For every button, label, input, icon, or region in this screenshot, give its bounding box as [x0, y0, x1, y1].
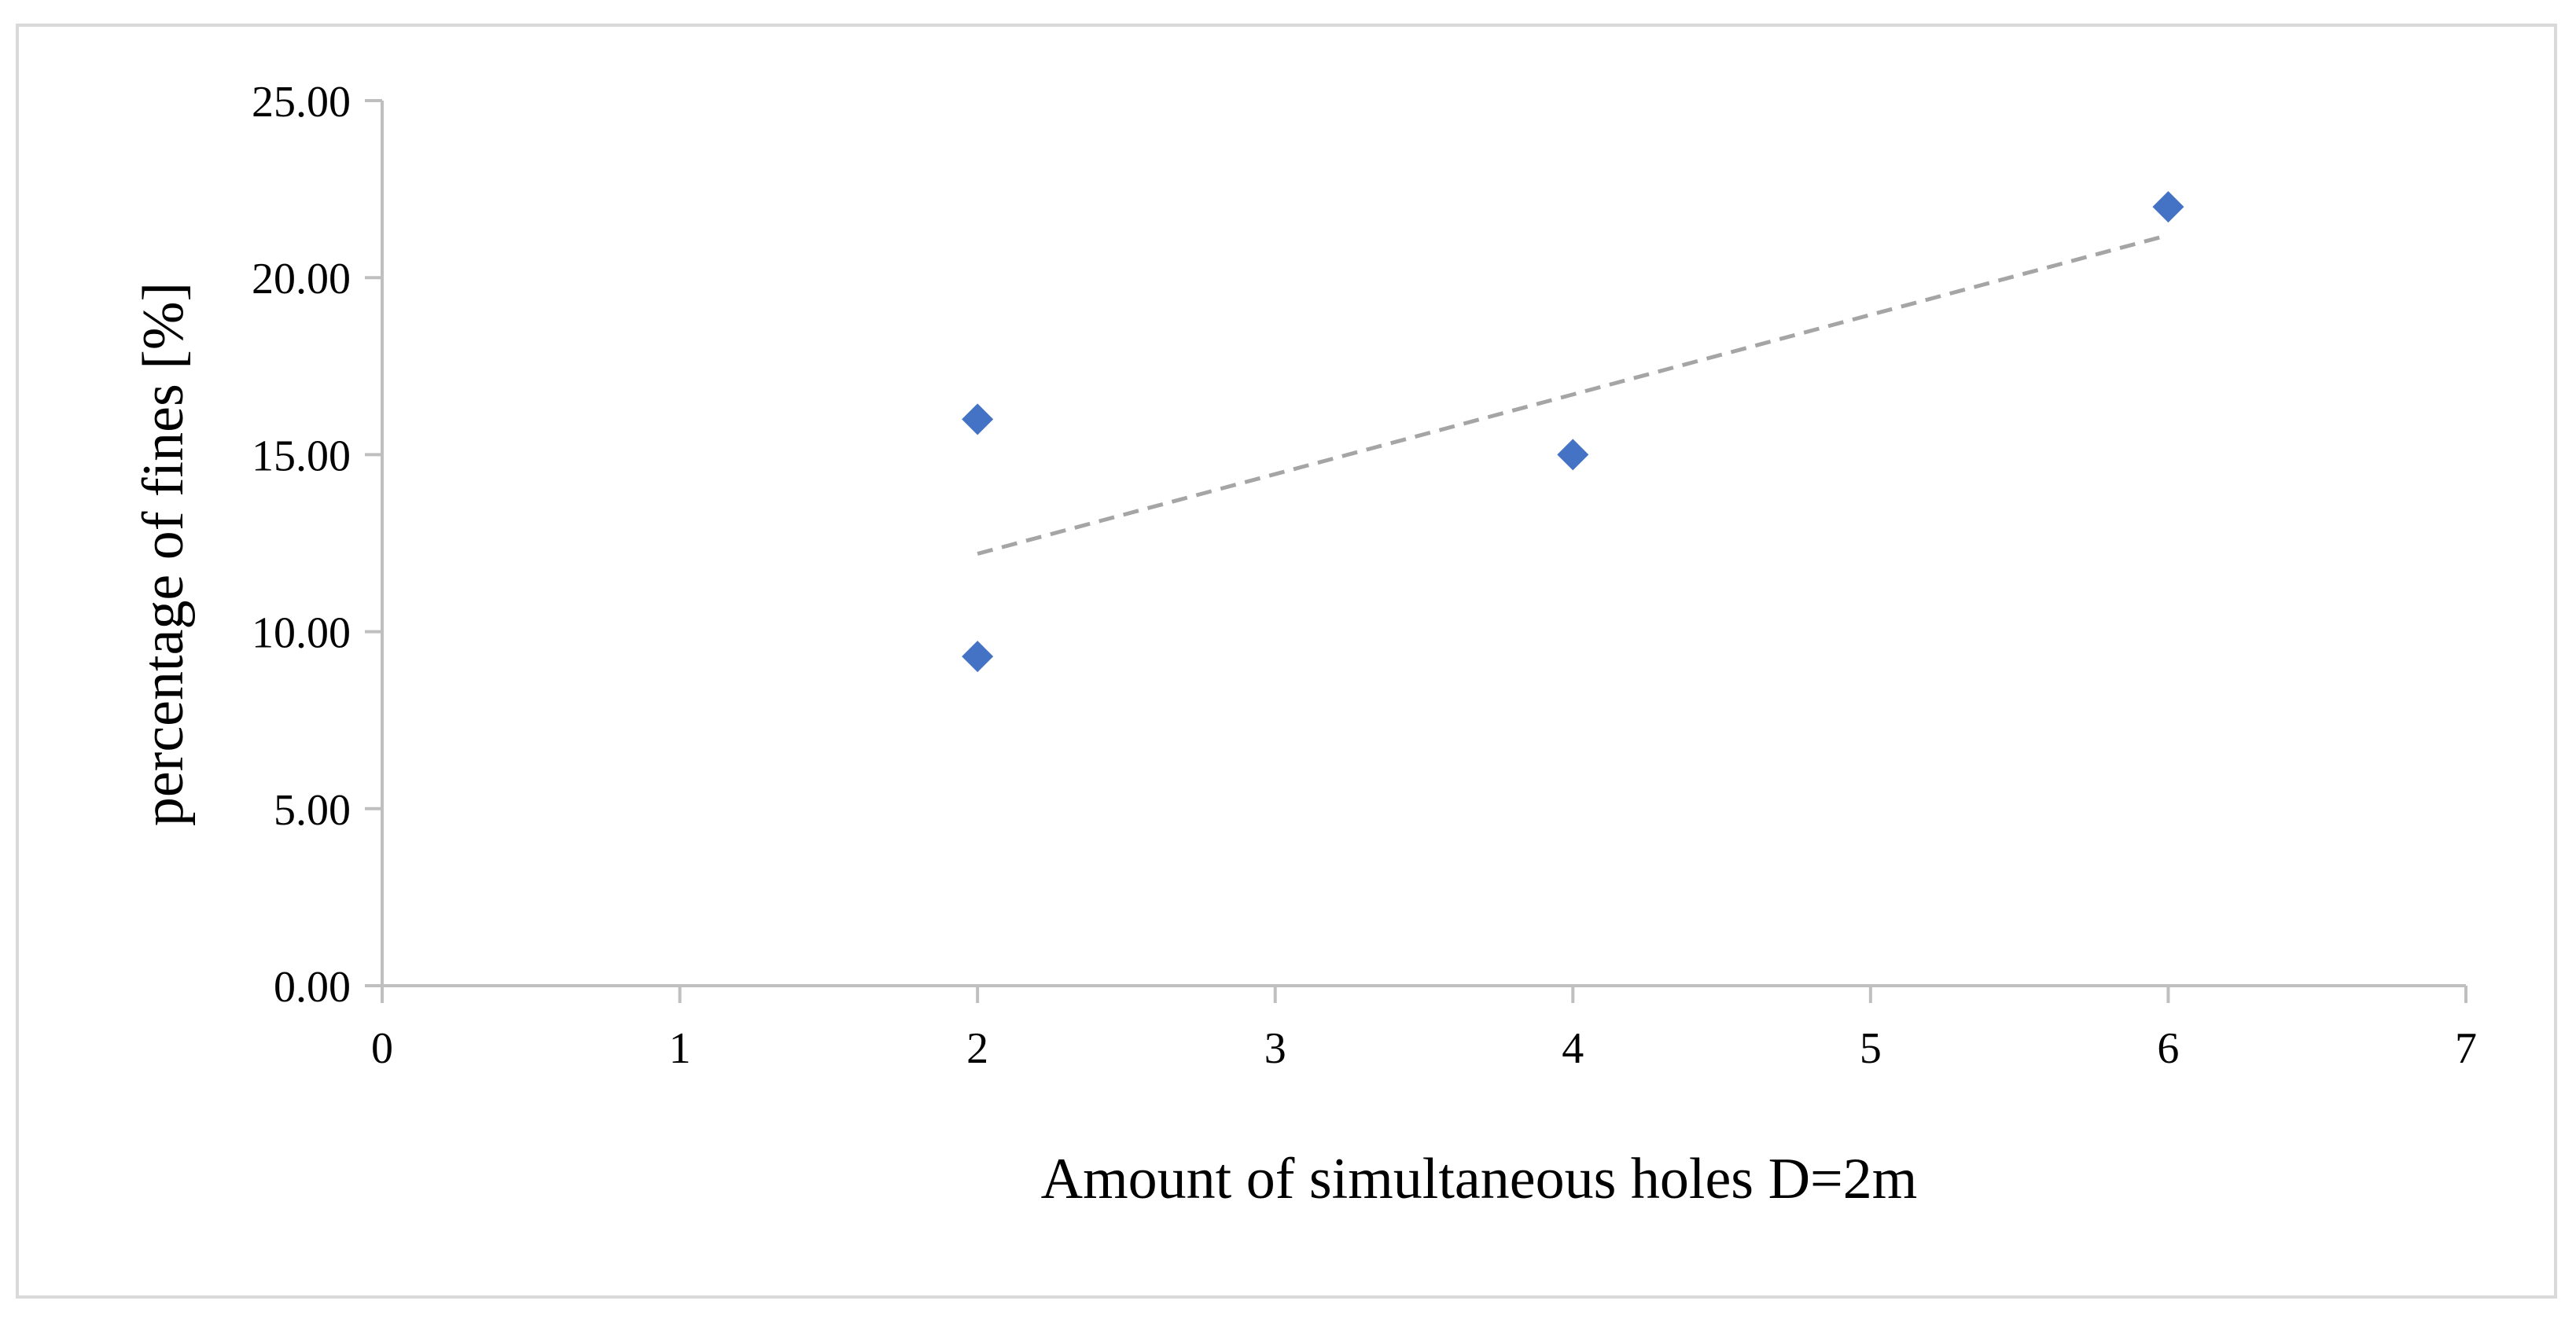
data-point-diamond	[962, 641, 994, 673]
tick-labels: 0.00 5.00 10.00 15.00 20.00 25.00 0 1 2 3 4 5 6 7	[252, 78, 2477, 1073]
data-point-diamond	[962, 403, 994, 435]
y-tick-label: 5.00	[274, 786, 351, 835]
y-tick-label: 10.00	[252, 609, 351, 658]
y-tick-label: 25.00	[252, 78, 351, 127]
x-tick-label: 5	[1860, 1024, 1882, 1073]
trendline-group	[977, 233, 2169, 556]
y-tick-label: 15.00	[252, 432, 351, 480]
axes	[381, 101, 2466, 987]
data-point-diamond	[1557, 439, 1589, 471]
x-tick-label: 4	[1562, 1024, 1584, 1073]
data-points	[962, 191, 2184, 673]
x-tick-label: 1	[669, 1024, 691, 1073]
y-tick-label: 20.00	[252, 255, 351, 303]
x-axis-title: Amount of simultaneous holes D=2m	[1041, 1147, 1918, 1211]
x-tick-label: 0	[371, 1024, 393, 1073]
data-point-diamond	[2152, 191, 2184, 223]
x-tick-label: 7	[2455, 1024, 2477, 1073]
x-tick-label: 3	[1264, 1024, 1286, 1073]
y-tick-label: 0.00	[274, 963, 351, 1012]
linear-trendline	[977, 233, 2169, 556]
x-tick-label: 6	[2157, 1024, 2179, 1073]
y-axis-title: percentage of fines [%]	[131, 282, 196, 826]
chart-frame	[16, 24, 2557, 1299]
x-tick-label: 2	[966, 1024, 988, 1073]
tick-marks	[365, 99, 2467, 1003]
